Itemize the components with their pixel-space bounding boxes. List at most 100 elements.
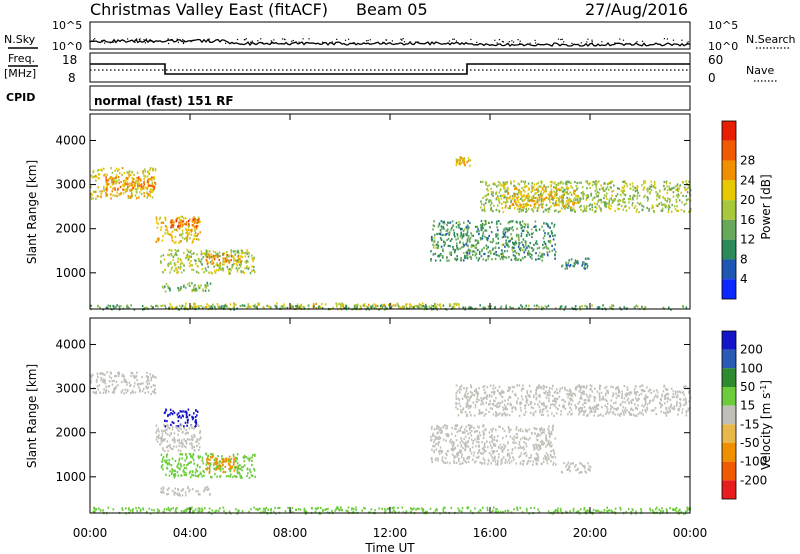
heatmap-cell [599,413,602,416]
heatmap-cell [194,435,196,438]
heatmap-cell [622,208,625,211]
heatmap-cell [184,286,187,289]
heatmap-cell [433,220,435,223]
heatmap-cell [156,237,159,240]
heatmap-cell [117,374,120,378]
heatmap-cell [527,245,530,248]
heatmap-cell [412,306,415,309]
heatmap-cell [505,256,508,259]
heatmap-cell [241,304,244,307]
heatmap-cell [179,221,182,224]
heatmap-cell [535,398,538,401]
heatmap-cell [522,248,524,252]
heatmap-cell [541,408,544,411]
heatmap-cell [465,425,467,428]
heatmap-cell [585,387,587,390]
heatmap-cell [534,443,537,446]
heatmap-cell [208,471,211,474]
heatmap-cell [626,409,628,412]
heatmap-cell [478,250,481,253]
heatmap-cell [187,463,189,466]
heatmap-cell [165,225,168,229]
heatmap-cell [487,305,490,308]
heatmap-cell [535,228,537,231]
heatmap-cell [438,429,441,432]
heatmap-cell [526,390,529,393]
heatmap-cell [644,408,647,412]
heatmap-cell [514,446,517,449]
heatmap-cell [494,460,497,463]
heatmap-cell [531,246,533,250]
heatmap-cell [183,464,185,467]
heatmap-cell [397,304,400,307]
heatmap-cell [195,218,197,222]
heatmap-cell [488,221,490,224]
heatmap-cell [482,180,484,183]
heatmap-cell [467,248,470,251]
heatmap-cell [485,428,487,431]
heatmap-cell [620,204,623,208]
heatmap-cell [204,487,206,490]
heatmap-cell [191,488,194,491]
heatmap-cell [433,244,435,247]
heatmap-cell [239,464,241,467]
heatmap-cell [129,196,132,199]
heatmap-cell [193,219,196,222]
heatmap-cell [156,435,158,439]
heatmap-cell [559,181,562,184]
heatmap-cell [222,267,224,270]
heatmap-cell [437,225,440,228]
noise-dot [183,40,185,43]
heatmap-cell [211,456,214,459]
heatmap-cell [444,233,447,237]
heatmap-cell [210,475,212,479]
heatmap-cell [678,186,681,189]
heatmap-cell [385,307,388,310]
heatmap-cell [554,194,557,197]
heatmap-cell [525,304,528,307]
heatmap-cell [689,189,692,192]
heatmap-cell [566,393,568,396]
heatmap-cell [509,240,511,243]
heatmap-cell [664,187,666,190]
heatmap-cell [222,260,224,263]
heatmap-cell [518,384,521,387]
heatmap-cell [166,230,169,234]
heatmap-cell [205,306,207,309]
heatmap-cell [181,236,184,239]
heatmap-cell [594,405,597,408]
heatmap-cell [602,188,604,191]
heatmap-cell [201,307,204,310]
heatmap-cell [195,289,198,292]
heatmap-cell [152,190,154,193]
heatmap-cell [169,408,172,411]
heatmap-cell [491,450,494,453]
heatmap-cell [681,408,684,411]
heatmap-cell [150,376,152,379]
heatmap-cell [506,227,508,230]
heatmap-cell [130,184,133,187]
heatmap-cell [580,181,582,184]
heatmap-cell [513,187,516,190]
noise-dot [167,38,169,40]
heatmap-cell [433,304,436,307]
heatmap-cell [455,259,458,262]
heatmap-cell [549,241,552,244]
heatmap-cell [489,204,492,207]
heatmap-cell [99,306,101,309]
heatmap-cell [608,203,611,206]
heatmap-cell [581,305,583,308]
heatmap-cell [504,399,506,402]
heatmap-cell [528,200,530,203]
heatmap-cell [510,258,513,261]
heatmap-cell [502,456,505,459]
heatmap-cell [477,228,479,231]
heatmap-cell [500,305,503,308]
heatmap-cell [600,198,602,201]
heatmap-cell [146,382,149,386]
heatmap-cell [446,238,448,242]
heatmap-cell [624,182,627,185]
heatmap-cell [368,308,371,311]
heatmap-cell [209,463,212,466]
heatmap-cell [174,235,177,238]
